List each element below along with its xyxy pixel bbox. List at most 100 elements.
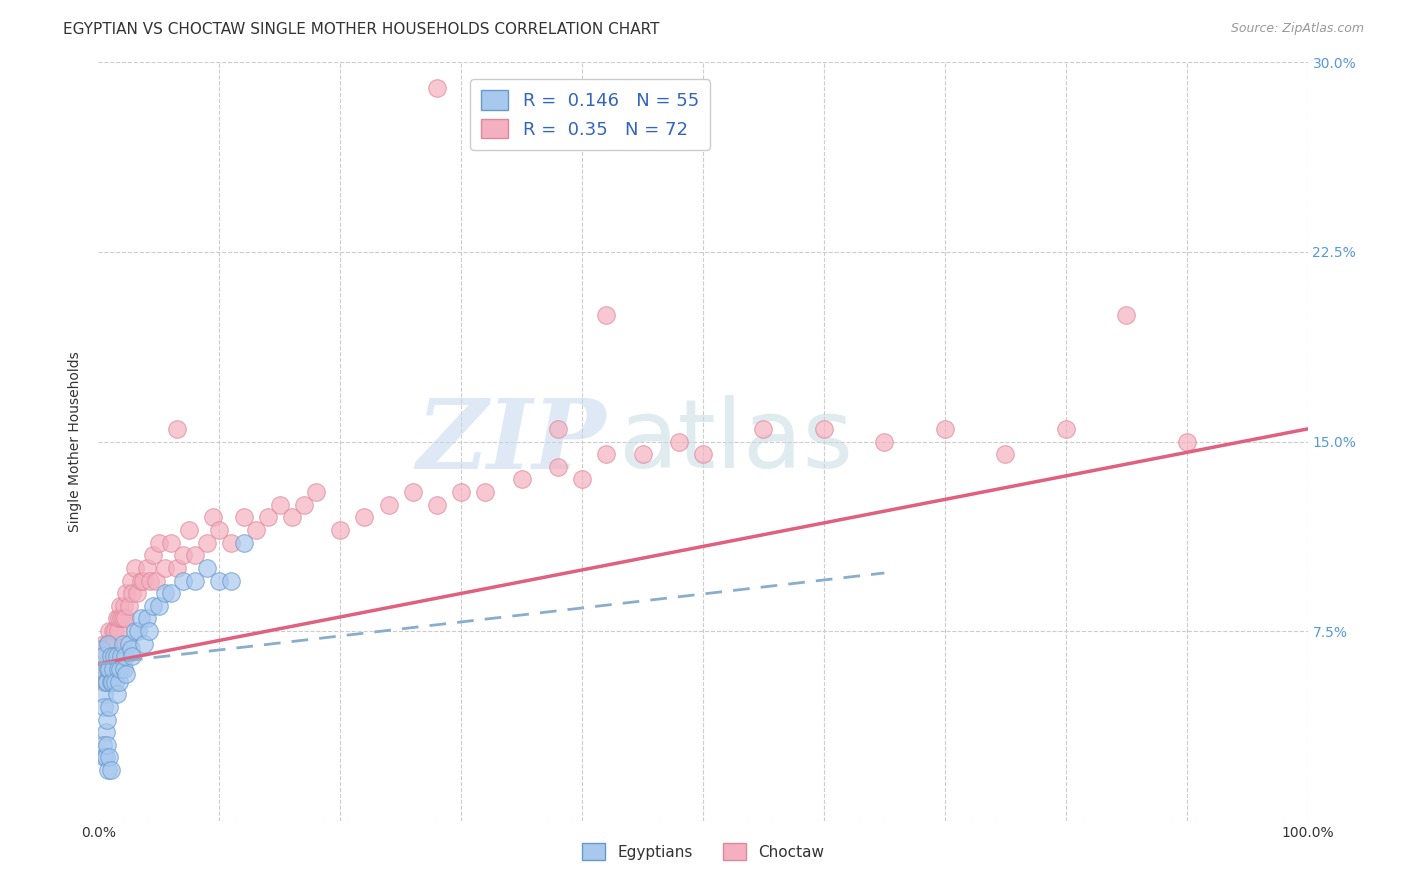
- Point: [426, 80, 449, 95]
- Point: [474, 485, 496, 500]
- Point: [813, 422, 835, 436]
- Point: [120, 641, 142, 656]
- Point: [1115, 308, 1137, 322]
- Point: [142, 548, 165, 563]
- Point: [112, 599, 135, 613]
- Text: EGYPTIAN VS CHOCTAW SINGLE MOTHER HOUSEHOLDS CORRELATION CHART: EGYPTIAN VS CHOCTAW SINGLE MOTHER HOUSEH…: [63, 22, 659, 37]
- Point: [148, 599, 170, 613]
- Point: [134, 637, 156, 651]
- Point: [98, 699, 121, 714]
- Point: [934, 422, 956, 436]
- Point: [547, 459, 569, 474]
- Point: [138, 624, 160, 639]
- Point: [105, 611, 128, 625]
- Point: [105, 649, 128, 664]
- Point: [127, 586, 149, 600]
- Text: atlas: atlas: [619, 395, 853, 488]
- Point: [135, 561, 157, 575]
- Point: [142, 599, 165, 613]
- Point: [108, 599, 131, 613]
- Point: [124, 561, 146, 575]
- Point: [98, 750, 121, 764]
- Point: [132, 574, 155, 588]
- Point: [139, 574, 162, 588]
- Point: [994, 447, 1017, 461]
- Point: [402, 485, 425, 500]
- Point: [547, 422, 569, 436]
- Point: [97, 637, 120, 651]
- Point: [90, 641, 112, 656]
- Point: [121, 649, 143, 664]
- Point: [96, 674, 118, 689]
- Point: [329, 523, 352, 537]
- Point: [873, 434, 896, 449]
- Point: [120, 574, 142, 588]
- Point: [96, 649, 118, 664]
- Point: [195, 561, 218, 575]
- Point: [98, 624, 121, 639]
- Point: [97, 662, 120, 676]
- Point: [208, 574, 231, 588]
- Point: [118, 599, 141, 613]
- Point: [108, 662, 131, 676]
- Point: [96, 738, 118, 752]
- Point: [90, 662, 112, 676]
- Point: [1175, 434, 1198, 449]
- Point: [98, 662, 121, 676]
- Point: [104, 674, 127, 689]
- Point: [232, 510, 254, 524]
- Point: [118, 637, 141, 651]
- Point: [93, 699, 115, 714]
- Point: [232, 535, 254, 549]
- Point: [281, 510, 304, 524]
- Point: [100, 649, 122, 664]
- Point: [184, 574, 207, 588]
- Point: [114, 649, 136, 664]
- Point: [305, 485, 328, 500]
- Point: [108, 611, 131, 625]
- Point: [101, 662, 124, 676]
- Point: [91, 649, 114, 664]
- Point: [172, 548, 194, 563]
- Point: [100, 763, 122, 777]
- Point: [94, 674, 117, 689]
- Point: [450, 485, 472, 500]
- Point: [108, 674, 131, 689]
- Point: [103, 637, 125, 651]
- Point: [353, 510, 375, 524]
- Point: [292, 498, 315, 512]
- Point: [221, 574, 243, 588]
- Point: [100, 637, 122, 651]
- Point: [668, 434, 690, 449]
- Point: [101, 624, 124, 639]
- Point: [94, 750, 117, 764]
- Point: [103, 649, 125, 664]
- Point: [1054, 422, 1077, 436]
- Point: [172, 574, 194, 588]
- Text: ZIP: ZIP: [416, 394, 606, 489]
- Point: [135, 611, 157, 625]
- Point: [595, 308, 617, 322]
- Point: [100, 674, 122, 689]
- Point: [148, 535, 170, 549]
- Point: [426, 498, 449, 512]
- Point: [269, 498, 291, 512]
- Point: [107, 624, 129, 639]
- Point: [96, 713, 118, 727]
- Point: [91, 674, 114, 689]
- Point: [752, 422, 775, 436]
- Point: [245, 523, 267, 537]
- Point: [114, 611, 136, 625]
- Point: [105, 687, 128, 701]
- Point: [129, 611, 152, 625]
- Point: [91, 662, 114, 676]
- Point: [93, 687, 115, 701]
- Point: [221, 535, 243, 549]
- Point: [91, 738, 114, 752]
- Point: [107, 662, 129, 676]
- Point: [111, 611, 134, 625]
- Point: [97, 637, 120, 651]
- Point: [179, 523, 201, 537]
- Point: [94, 725, 117, 739]
- Point: [377, 498, 399, 512]
